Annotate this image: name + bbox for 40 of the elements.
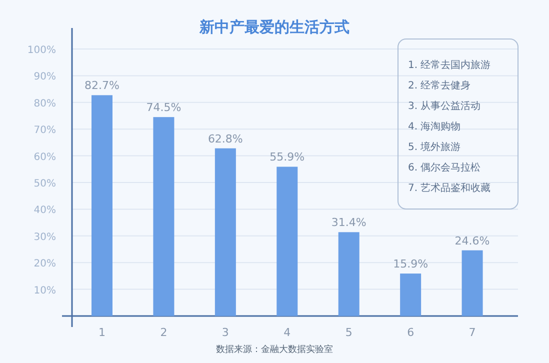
bar xyxy=(214,148,236,316)
y-tick-label: 90% xyxy=(34,72,56,83)
source-note: 数据来源：金融大数据实验室 xyxy=(216,344,333,355)
annotation: 2. 经常去健身 xyxy=(408,80,471,92)
x-tick-label: 5 xyxy=(345,326,352,339)
annotation: 7. 艺术品鉴和收藏 xyxy=(408,182,491,194)
data-label: 24.6% xyxy=(454,234,490,248)
x-tick-label: 6 xyxy=(407,326,414,339)
bar xyxy=(400,274,422,316)
x-tick-label: 1 xyxy=(98,326,106,339)
y-tick-label: 10% xyxy=(34,285,56,296)
y-tick-label: 70% xyxy=(34,125,56,136)
annotation: 5. 境外旅游 xyxy=(408,141,461,153)
y-tick-label: 100% xyxy=(27,45,56,56)
x-tick-label: 4 xyxy=(284,326,291,339)
data-label: 15.9% xyxy=(393,258,428,271)
y-tick-label: 30% xyxy=(34,232,56,243)
bar xyxy=(338,232,360,316)
x-tick-label: 7 xyxy=(468,326,476,339)
annotation: 6. 偶尔会马拉松 xyxy=(408,162,481,174)
y-tick-label: 20% xyxy=(34,258,56,270)
y-tick-label: 50% xyxy=(34,178,56,190)
data-label: 74.5% xyxy=(146,101,182,114)
data-label: 55.9% xyxy=(270,150,305,164)
y-tick-label: 40% xyxy=(34,205,56,216)
bar xyxy=(462,250,483,316)
annotation: 4. 海淘购物 xyxy=(408,120,461,132)
x-tick-label: 2 xyxy=(160,326,168,339)
data-label: 62.8% xyxy=(208,132,243,146)
bar xyxy=(92,95,112,316)
x-tick-label: 3 xyxy=(222,326,229,339)
annotation: 1. 经常去国内旅游 xyxy=(408,59,491,71)
y-tick-label: 60% xyxy=(34,152,56,163)
chart-title: 新中产最爱的生活方式 xyxy=(198,18,350,36)
data-label: 82.7% xyxy=(84,79,120,92)
bar xyxy=(276,166,298,316)
y-tick-label: 80% xyxy=(34,98,56,110)
annotation: 3. 从事公益活动 xyxy=(408,100,481,112)
bar xyxy=(153,117,174,316)
data-label: 31.4% xyxy=(331,216,366,230)
